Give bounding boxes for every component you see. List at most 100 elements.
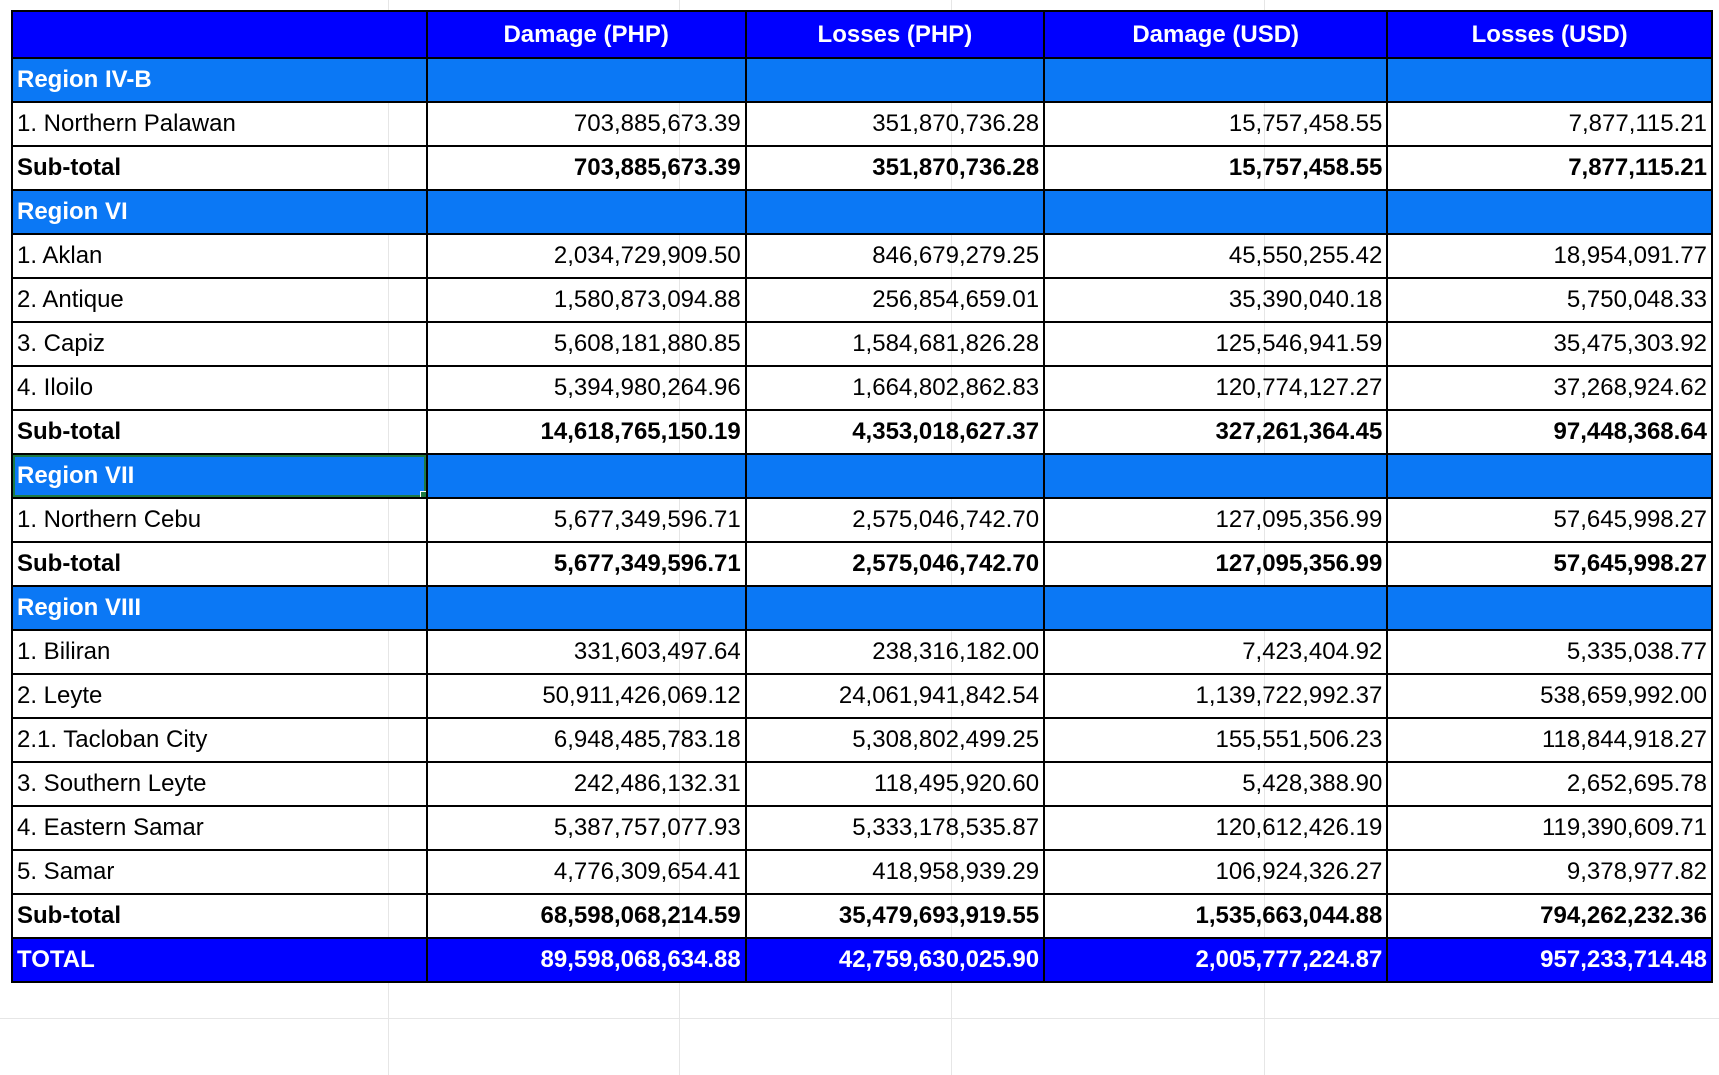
region-label-cell[interactable]: Region IV-B [11, 57, 428, 103]
item-label-cell[interactable]: 1. Northern Palawan [11, 101, 428, 147]
damage-php-cell[interactable]: 5,387,757,077.93 [425, 805, 747, 851]
damage-usd-cell[interactable] [1043, 189, 1389, 235]
losses-usd-cell[interactable]: 118,844,918.27 [1386, 717, 1713, 763]
total-label-cell[interactable]: TOTAL [11, 937, 428, 983]
damage-php-cell[interactable]: 5,608,181,880.85 [425, 321, 747, 367]
damage-php-cell[interactable]: 331,603,497.64 [425, 629, 747, 675]
losses-usd-cell[interactable]: 5,750,048.33 [1386, 277, 1713, 323]
losses-php-cell[interactable] [744, 585, 1046, 631]
damage-usd-cell[interactable]: 7,423,404.92 [1043, 629, 1389, 675]
losses-php-cell[interactable]: 1,584,681,826.28 [744, 321, 1046, 367]
damage-php-cell[interactable]: 2,034,729,909.50 [425, 233, 747, 279]
damage-usd-cell[interactable]: 15,757,458.55 [1043, 101, 1389, 147]
item-label-cell[interactable]: 1. Aklan [11, 233, 428, 279]
losses-php-cell[interactable]: 4,353,018,627.37 [744, 409, 1046, 455]
item-label-cell[interactable]: 1. Northern Cebu [11, 497, 428, 543]
damage-php-cell[interactable]: 242,486,132.31 [425, 761, 747, 807]
damage-usd-cell[interactable]: 2,005,777,224.87 [1043, 937, 1389, 983]
losses-php-cell[interactable]: 5,333,178,535.87 [744, 805, 1046, 851]
damage-usd-cell[interactable] [1043, 585, 1389, 631]
region-label-cell[interactable]: Region VI [11, 189, 428, 235]
losses-php-cell[interactable] [744, 189, 1046, 235]
damage-php-cell[interactable]: 68,598,068,214.59 [425, 893, 747, 939]
header-damage-usd[interactable]: Damage (USD) [1043, 10, 1389, 59]
damage-usd-cell[interactable]: 15,757,458.55 [1043, 145, 1389, 191]
damage-usd-cell[interactable]: 127,095,356.99 [1043, 497, 1389, 543]
subtotal-label-cell[interactable]: Sub-total [11, 893, 428, 939]
losses-usd-cell[interactable] [1386, 585, 1713, 631]
header-cell-blank[interactable] [11, 10, 428, 59]
damage-usd-cell[interactable]: 1,535,663,044.88 [1043, 893, 1389, 939]
losses-usd-cell[interactable]: 5,335,038.77 [1386, 629, 1713, 675]
losses-usd-cell[interactable] [1386, 453, 1713, 499]
damage-usd-cell[interactable]: 120,612,426.19 [1043, 805, 1389, 851]
damage-php-cell[interactable]: 5,394,980,264.96 [425, 365, 747, 411]
damage-usd-cell[interactable] [1043, 57, 1389, 103]
damage-php-cell[interactable]: 703,885,673.39 [425, 101, 747, 147]
losses-php-cell[interactable]: 1,664,802,862.83 [744, 365, 1046, 411]
damage-usd-cell[interactable] [1043, 453, 1389, 499]
damage-php-cell[interactable]: 1,580,873,094.88 [425, 277, 747, 323]
losses-usd-cell[interactable] [1386, 189, 1713, 235]
item-label-cell[interactable]: 4. Iloilo [11, 365, 428, 411]
damage-php-cell[interactable]: 4,776,309,654.41 [425, 849, 747, 895]
damage-php-cell[interactable]: 6,948,485,783.18 [425, 717, 747, 763]
item-label-cell[interactable]: 3. Southern Leyte [11, 761, 428, 807]
losses-php-cell[interactable]: 351,870,736.28 [744, 101, 1046, 147]
losses-php-cell[interactable]: 118,495,920.60 [744, 761, 1046, 807]
item-label-cell[interactable]: 5. Samar [11, 849, 428, 895]
damage-usd-cell[interactable]: 127,095,356.99 [1043, 541, 1389, 587]
subtotal-label-cell[interactable]: Sub-total [11, 145, 428, 191]
damage-php-cell[interactable] [425, 57, 747, 103]
losses-php-cell[interactable] [744, 453, 1046, 499]
losses-usd-cell[interactable]: 7,877,115.21 [1386, 145, 1713, 191]
damage-usd-cell[interactable]: 120,774,127.27 [1043, 365, 1389, 411]
losses-usd-cell[interactable]: 119,390,609.71 [1386, 805, 1713, 851]
losses-usd-cell[interactable]: 957,233,714.48 [1386, 937, 1713, 983]
subtotal-label-cell[interactable]: Sub-total [11, 541, 428, 587]
losses-php-cell[interactable]: 418,958,939.29 [744, 849, 1046, 895]
losses-php-cell[interactable]: 256,854,659.01 [744, 277, 1046, 323]
damage-php-cell[interactable]: 89,598,068,634.88 [425, 937, 747, 983]
losses-usd-cell[interactable]: 7,877,115.21 [1386, 101, 1713, 147]
damage-php-cell[interactable] [425, 189, 747, 235]
damage-php-cell[interactable]: 14,618,765,150.19 [425, 409, 747, 455]
losses-usd-cell[interactable]: 57,645,998.27 [1386, 497, 1713, 543]
losses-php-cell[interactable]: 846,679,279.25 [744, 233, 1046, 279]
item-label-cell[interactable]: 2.1. Tacloban City [11, 717, 428, 763]
damage-php-cell[interactable]: 5,677,349,596.71 [425, 497, 747, 543]
damage-php-cell[interactable]: 50,911,426,069.12 [425, 673, 747, 719]
item-label-cell[interactable]: 2. Leyte [11, 673, 428, 719]
losses-php-cell[interactable] [744, 57, 1046, 103]
damage-usd-cell[interactable]: 35,390,040.18 [1043, 277, 1389, 323]
losses-usd-cell[interactable]: 35,475,303.92 [1386, 321, 1713, 367]
damage-usd-cell[interactable]: 125,546,941.59 [1043, 321, 1389, 367]
region-label-cell[interactable]: Region VII [11, 453, 428, 499]
item-label-cell[interactable]: 3. Capiz [11, 321, 428, 367]
losses-usd-cell[interactable]: 37,268,924.62 [1386, 365, 1713, 411]
damage-usd-cell[interactable]: 106,924,326.27 [1043, 849, 1389, 895]
header-damage-php[interactable]: Damage (PHP) [425, 10, 747, 59]
losses-usd-cell[interactable]: 538,659,992.00 [1386, 673, 1713, 719]
losses-php-cell[interactable]: 42,759,630,025.90 [744, 937, 1046, 983]
losses-usd-cell[interactable]: 18,954,091.77 [1386, 233, 1713, 279]
losses-usd-cell[interactable] [1386, 57, 1713, 103]
losses-php-cell[interactable]: 2,575,046,742.70 [744, 497, 1046, 543]
losses-php-cell[interactable]: 238,316,182.00 [744, 629, 1046, 675]
losses-usd-cell[interactable]: 57,645,998.27 [1386, 541, 1713, 587]
damage-php-cell[interactable]: 5,677,349,596.71 [425, 541, 747, 587]
damage-usd-cell[interactable]: 45,550,255.42 [1043, 233, 1389, 279]
damage-php-cell[interactable]: 703,885,673.39 [425, 145, 747, 191]
item-label-cell[interactable]: 2. Antique [11, 277, 428, 323]
damage-php-cell[interactable] [425, 453, 747, 499]
losses-php-cell[interactable]: 351,870,736.28 [744, 145, 1046, 191]
header-losses-usd[interactable]: Losses (USD) [1386, 10, 1713, 59]
item-label-cell[interactable]: 4. Eastern Samar [11, 805, 428, 851]
losses-php-cell[interactable]: 35,479,693,919.55 [744, 893, 1046, 939]
damage-usd-cell[interactable]: 327,261,364.45 [1043, 409, 1389, 455]
damage-usd-cell[interactable]: 1,139,722,992.37 [1043, 673, 1389, 719]
losses-php-cell[interactable]: 5,308,802,499.25 [744, 717, 1046, 763]
damage-php-cell[interactable] [425, 585, 747, 631]
losses-php-cell[interactable]: 2,575,046,742.70 [744, 541, 1046, 587]
losses-usd-cell[interactable]: 9,378,977.82 [1386, 849, 1713, 895]
